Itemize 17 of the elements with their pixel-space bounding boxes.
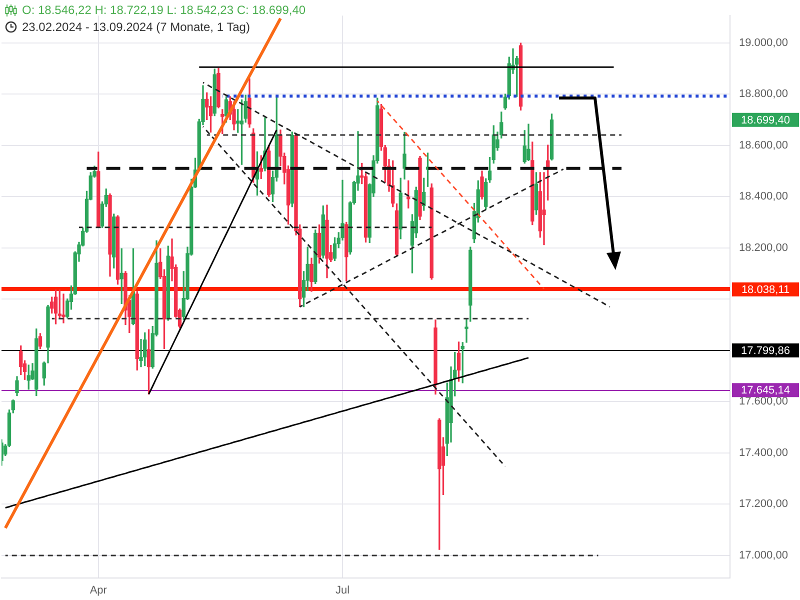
y-tick-label: 17.400,00 [739, 446, 788, 459]
y-tick-label: 18.600,00 [739, 139, 788, 152]
text: 18.699,40 [741, 114, 790, 126]
y-tick-label: 17.000,00 [739, 549, 788, 562]
y-tick-label: 18.800,00 [739, 88, 788, 100]
chart-subtitle: 23.02.2024 - 13.09.2024 (7 Monate, 1 Tag) [22, 20, 250, 34]
x-tick-label: Jul [335, 584, 350, 597]
ref-line-label: 17.645,14 [741, 384, 790, 397]
y-tick-label: 18.200,00 [739, 242, 788, 254]
ref-line-label: 17.799,86 [741, 344, 790, 357]
y-tick-label: 18.400,00 [739, 190, 788, 203]
y-tick-label: 17.200,00 [739, 498, 788, 510]
ref-line-label: 18.038,11 [741, 284, 790, 296]
chart-title: O: 18.546,22 H: 18.722,19 L: 18.542,23 C: 18.699,40 [22, 3, 306, 17]
y-tick-label: 17.600,00 [739, 396, 788, 408]
x-tick-label: Apr [90, 584, 108, 597]
y-tick-label: 19.000,00 [739, 36, 788, 49]
